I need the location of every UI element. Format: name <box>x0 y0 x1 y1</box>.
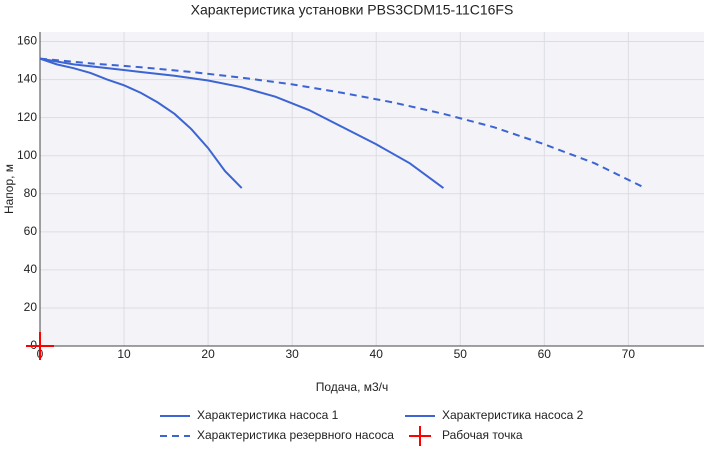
y-tick-label: 140 <box>17 72 37 86</box>
legend-symbol <box>409 426 431 446</box>
x-tick-label: 20 <box>201 347 215 361</box>
legend-label: Рабочая точка <box>442 428 523 442</box>
legend-label: Характеристика резервного насоса <box>197 428 394 442</box>
y-tick-label: 60 <box>24 224 38 238</box>
y-tick-label: 120 <box>17 110 37 124</box>
plot-area <box>40 32 704 346</box>
x-tick-label: 70 <box>622 347 636 361</box>
y-tick-label: 20 <box>24 300 38 314</box>
operating-point <box>26 332 54 360</box>
x-tick-label: 60 <box>538 347 552 361</box>
x-axis-label: Подача, м3/ч <box>316 380 389 394</box>
chart-title: Характеристика установки PBS3CDM15-11C16… <box>191 2 514 18</box>
series-line <box>39 57 445 189</box>
y-tick-label: 40 <box>24 262 38 276</box>
y-tick-label: 100 <box>17 148 37 162</box>
series-line <box>39 57 646 189</box>
series-line <box>39 57 243 189</box>
x-tick-label: 10 <box>117 347 131 361</box>
y-tick-label: 80 <box>24 186 38 200</box>
x-tick-label: 50 <box>454 347 468 361</box>
y-axis-label: Напор, м <box>2 164 16 214</box>
y-tick-label: 160 <box>17 34 37 48</box>
x-tick-label: 30 <box>285 347 299 361</box>
x-tick-label: 40 <box>370 347 384 361</box>
legend-label: Характеристика насоса 1 <box>197 408 339 422</box>
legend-label: Характеристика насоса 2 <box>442 408 584 422</box>
